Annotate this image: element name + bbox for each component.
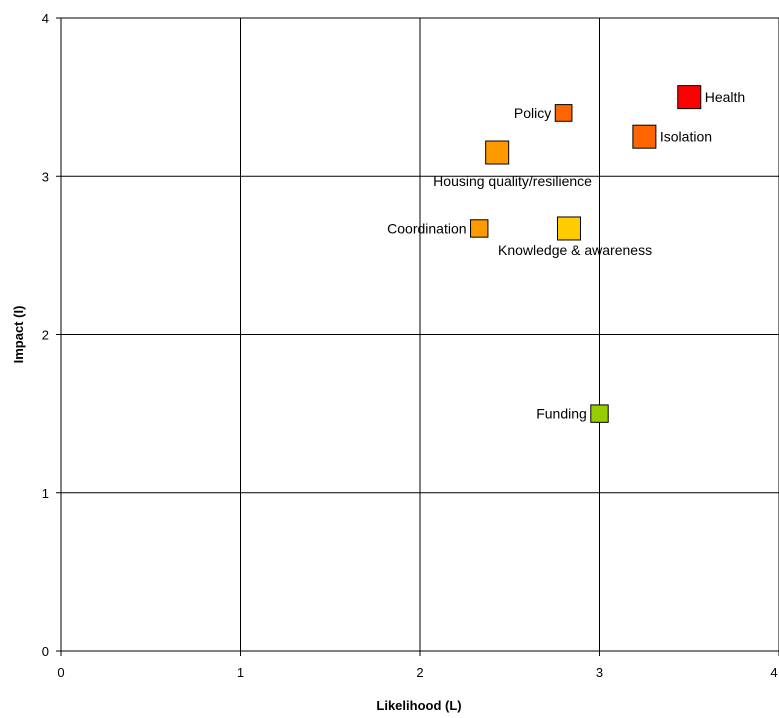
x-tick-label: 2 (416, 665, 423, 680)
point-coordination (470, 219, 489, 238)
data-points (470, 85, 702, 423)
x-tick-label: 3 (596, 665, 603, 680)
tick-labels: 0 1 2 3 4 0 1 2 3 4 (42, 11, 778, 680)
y-tick-label: 4 (42, 11, 49, 26)
point-health (677, 85, 702, 110)
point-policy (554, 104, 573, 122)
axes (56, 17, 779, 656)
point-housing-quality-resilience (485, 140, 510, 165)
point-isolation (632, 124, 657, 149)
y-tick-label: 0 (42, 644, 49, 659)
x-axis-title: Likelihood (L) (376, 698, 461, 713)
y-axis-title: Impact (I) (11, 306, 26, 364)
point-labels: Health Policy Isolation Housing quality/res… (387, 89, 745, 422)
point-knowledge-awareness (556, 216, 581, 241)
y-tick-label: 2 (42, 328, 49, 343)
x-tick-label: 0 (57, 665, 64, 680)
label-policy: Policy (514, 105, 551, 121)
y-tick-label: 1 (42, 486, 49, 501)
x-tick-label: 1 (237, 665, 244, 680)
grid-lines (61, 17, 779, 651)
label-knowledge-awareness: Knowledge & awareness (498, 242, 652, 258)
label-isolation: Isolation (660, 129, 712, 145)
label-health: Health (705, 89, 745, 105)
label-housing-quality-resilience: Housing quality/resilience (433, 173, 592, 189)
label-funding: Funding (536, 406, 587, 422)
x-tick-label: 4 (770, 665, 777, 680)
point-funding (590, 404, 609, 423)
y-tick-label: 3 (42, 169, 49, 184)
label-coordination: Coordination (387, 220, 466, 236)
